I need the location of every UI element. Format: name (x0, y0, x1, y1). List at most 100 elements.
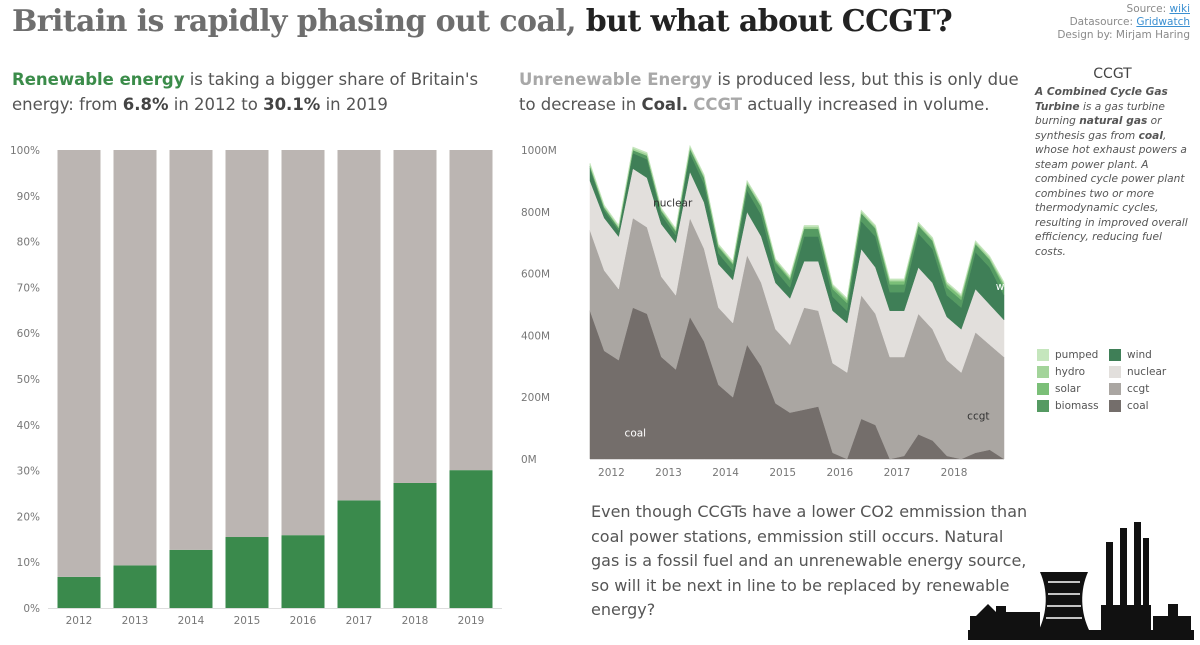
bar-unrenewable-2013 (113, 150, 157, 566)
info-text-f: , whose hot exhaust powers a steam power… (1035, 129, 1188, 258)
area-y-tick-label: 1000M (521, 145, 557, 157)
bar-y-tick-label: 100% (10, 145, 40, 157)
datasource-prefix: Datasource: (1069, 16, 1137, 28)
energy-mix-area-chart: 0M 200M 400M 600M 800M 1000M 2012 2013 2014 2015 2… (521, 144, 1021, 479)
bar-y-tick-label: 70% (17, 282, 40, 294)
area-series-pumped (589, 144, 1005, 300)
intro-left-text-1: is taking a bigger share of Britain's en… (12, 70, 479, 114)
info-term: A Combined Cycle Gas Turbine (1035, 86, 1168, 113)
bar-unrenewable-2014 (169, 150, 213, 550)
area-annotation-ccgt: ccgt (967, 411, 989, 423)
bar-renewable-2015 (225, 537, 269, 608)
renewable-intro: Renewable energy is taking a bigger shar… (12, 67, 507, 117)
bar-y-tick-label: 30% (17, 466, 40, 478)
legend-swatch (1037, 349, 1049, 361)
area-annotation-nuclear: nuclear (653, 198, 693, 210)
legend-item-solar: solar (1037, 383, 1109, 395)
page-title: Britain is rapidly phasing out coal, but… (12, 4, 953, 39)
intro-left-text-3: in 2019 (320, 95, 388, 114)
area-x-tick-label: 2014 (712, 467, 739, 479)
renewable-highlight: Renewable energy (12, 70, 185, 89)
bar-renewable-2012 (57, 576, 101, 608)
legend-label: coal (1127, 400, 1149, 412)
designer-credit: Design by: Mirjam Haring (1057, 29, 1190, 41)
bar-y-tick-label: 80% (17, 237, 40, 249)
bar-x-tick-label: 2018 (402, 615, 429, 627)
legend-swatch (1109, 383, 1121, 395)
legend-item-hydro: hydro (1037, 366, 1109, 378)
source-line: Source: wiki (1057, 3, 1190, 16)
legend-label: ccgt (1127, 383, 1150, 395)
legend-label: nuclear (1127, 366, 1167, 378)
bar-y-tick-label: 40% (17, 420, 40, 432)
legend-item-ccgt: ccgt (1109, 383, 1189, 395)
legend-label: hydro (1055, 366, 1086, 378)
legend-swatch (1109, 366, 1121, 378)
source-link[interactable]: wiki (1169, 3, 1190, 15)
bar-unrenewable-2017 (337, 150, 381, 501)
bar-y-tick-label: 10% (17, 557, 40, 569)
bar-y-tick-label: 90% (17, 191, 40, 203)
bar-x-tick-label: 2014 (178, 615, 205, 627)
unrenewable-intro: Unrenewable Energy is produced less, but… (519, 67, 1029, 117)
intro-right-text-3: actually increased in volume. (741, 95, 990, 114)
bar-unrenewable-2012 (57, 150, 101, 577)
unrenewable-highlight: Unrenewable Energy (519, 70, 713, 89)
credits: Source: wiki Datasource: Gridwatch Desig… (1057, 3, 1190, 42)
legend-label: wind (1127, 349, 1152, 361)
area-x-tick-label: 2012 (598, 467, 625, 479)
bar-renewable-2019 (449, 470, 493, 608)
datasource-line: Datasource: Gridwatch (1057, 16, 1190, 29)
closing-text: Even though CCGTs have a lower CO2 emmis… (591, 502, 1028, 619)
area-x-tick-label: 2018 (941, 467, 968, 479)
legend-item-pumped: pumped (1037, 349, 1109, 361)
bar-x-tick-label: 2012 (66, 615, 93, 627)
legend-item-nuclear: nuclear (1109, 366, 1189, 378)
bar-renewable-2016 (281, 535, 325, 608)
area-chart-legend: pumped wind hydro nuclear solar ccgt biomass co… (1037, 349, 1197, 412)
bar-unrenewable-2019 (449, 150, 493, 471)
value-to: 30.1% (263, 95, 321, 114)
source-prefix: Source: (1126, 3, 1170, 15)
info-text-d: or synthesis gas from (1035, 115, 1162, 142)
area-x-tick-label: 2013 (655, 467, 682, 479)
area-y-tick-label: 600M (521, 269, 550, 281)
area-annotation-wind: wind (996, 281, 1021, 293)
legend-item-biomass: biomass (1037, 400, 1109, 412)
bar-renewable-2014 (169, 549, 213, 608)
info-natural-gas: natural gas (1079, 115, 1148, 127)
legend-swatch (1037, 383, 1049, 395)
area-x-tick-label: 2015 (769, 467, 796, 479)
bar-renewable-2017 (337, 500, 381, 608)
intro-right-text-1: is produced less, but this is only due t… (519, 70, 1019, 114)
bar-x-tick-label: 2017 (346, 615, 373, 627)
legend-swatch (1109, 349, 1121, 361)
area-y-tick-label: 200M (521, 392, 550, 404)
ccgt-info-text: A Combined Cycle Gas Turbine is a gas tu… (1035, 85, 1193, 259)
value-from: 6.8% (122, 95, 169, 114)
bar-unrenewable-2016 (281, 150, 325, 536)
area-y-tick-label: 400M (521, 330, 550, 342)
bar-y-tick-label: 0% (23, 603, 40, 615)
bar-renewable-2018 (393, 482, 437, 608)
datasource-link[interactable]: Gridwatch (1136, 16, 1190, 28)
bar-x-tick-label: 2013 (122, 615, 149, 627)
legend-item-coal: coal (1109, 400, 1189, 412)
coal-highlight: Coal. (641, 95, 688, 114)
info-text-b: is a gas turbine burning (1035, 100, 1165, 128)
legend-label: solar (1055, 383, 1081, 395)
legend-item-wind: wind (1109, 349, 1189, 361)
title-part-1: Britain is rapidly phasing out coal, (12, 4, 577, 39)
title-part-2: but what about CCGT? (575, 4, 953, 39)
legend-swatch (1037, 366, 1049, 378)
renewable-share-bar-chart: 0% 10% 20% 30% 40% 50% 60% 70% 80% 90% 100% 2012 201… (10, 145, 502, 627)
area-annotation-coal: coal (625, 428, 647, 440)
area-x-tick-label: 2016 (826, 467, 853, 479)
bar-y-tick-label: 50% (17, 374, 40, 386)
bar-x-tick-label: 2016 (290, 615, 317, 627)
ccgt-info-title: CCGT (1093, 66, 1132, 82)
area-y-tick-label: 0M (521, 454, 537, 466)
bar-unrenewable-2015 (225, 150, 269, 538)
legend-label: pumped (1055, 349, 1099, 361)
legend-label: biomass (1055, 400, 1099, 412)
